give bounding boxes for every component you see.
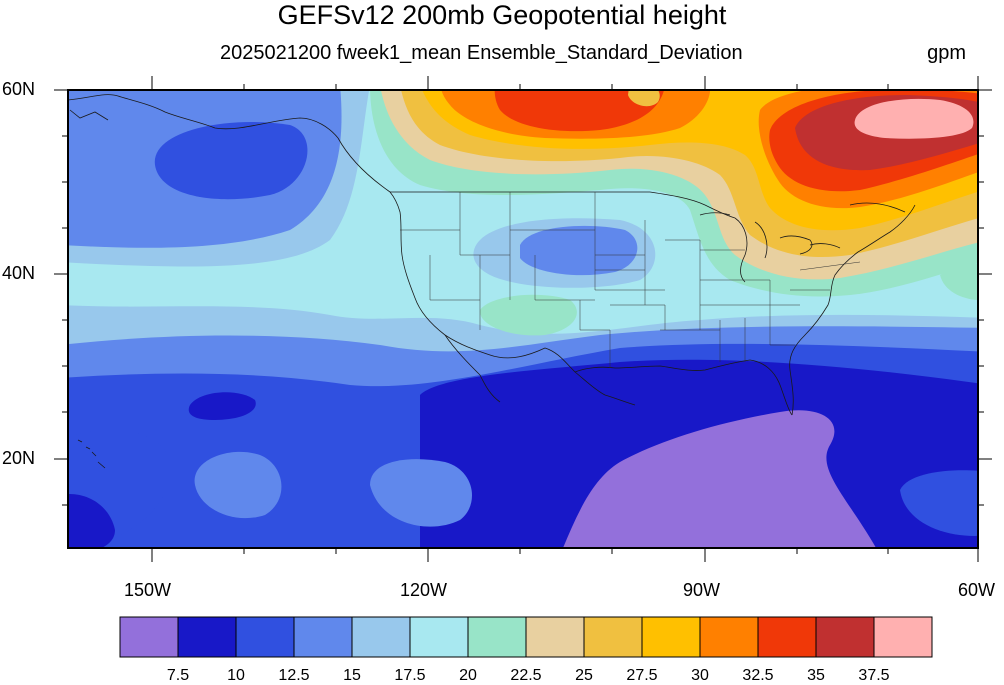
colorbar-swatch xyxy=(351,616,411,658)
axis-ticks xyxy=(54,76,992,562)
colorbar-swatch xyxy=(409,616,469,658)
colorbar-swatch xyxy=(641,616,701,658)
map-title: GEFSv12 200mb Geopotential height xyxy=(277,0,727,30)
contour-field xyxy=(68,90,978,548)
units-label: gpm xyxy=(927,42,966,64)
coastlines xyxy=(68,94,916,469)
colorbar-tick-label: 30 xyxy=(691,667,709,684)
colorbar-tick-label: 12.5 xyxy=(278,667,310,684)
colorbar-tick-label: 22.5 xyxy=(510,667,542,684)
colorbar-swatch xyxy=(583,616,643,658)
colorbar xyxy=(119,616,933,658)
lon-label-90w: 90W xyxy=(683,580,721,600)
colorbar-tick-label: 20 xyxy=(459,667,477,684)
lon-label-150w: 150W xyxy=(124,580,172,600)
colorbar-swatch xyxy=(525,616,585,658)
map-subtitle: 2025021200 fweek1_mean Ensemble_Standard… xyxy=(220,42,743,64)
plot-frame xyxy=(67,89,979,549)
colorbar-tick-label: 27.5 xyxy=(626,667,658,684)
lat-label-20n: 20N xyxy=(2,448,36,468)
colorbar-swatch xyxy=(699,616,759,658)
lon-label-60w: 60W xyxy=(958,580,996,600)
colorbar-swatch xyxy=(467,616,527,658)
colorbar-tick-label: 32.5 xyxy=(742,667,774,684)
colorbar-swatch xyxy=(757,616,817,658)
colorbar-tick-label: 10 xyxy=(227,667,245,684)
colorbar-tick-label: 35 xyxy=(807,667,825,684)
colorbar-swatch xyxy=(293,616,353,658)
lon-label-120w: 120W xyxy=(400,580,448,600)
colorbar-tick-label: 25 xyxy=(575,667,593,684)
colorbar-swatch xyxy=(119,616,179,658)
lat-label-40n: 40N xyxy=(2,263,36,283)
colorbar-swatch xyxy=(815,616,875,658)
colorbar-tick-label: 7.5 xyxy=(166,667,190,684)
colorbar-swatch xyxy=(873,616,933,658)
colorbar-swatch xyxy=(235,616,295,658)
colorbar-tick-label: 15 xyxy=(343,667,361,684)
state-borders xyxy=(400,192,861,368)
colorbar-swatch xyxy=(177,616,237,658)
lat-label-60n: 60N xyxy=(2,79,36,99)
colorbar-tick-label: 37.5 xyxy=(858,667,890,684)
colorbar-tick-label: 17.5 xyxy=(394,667,426,684)
